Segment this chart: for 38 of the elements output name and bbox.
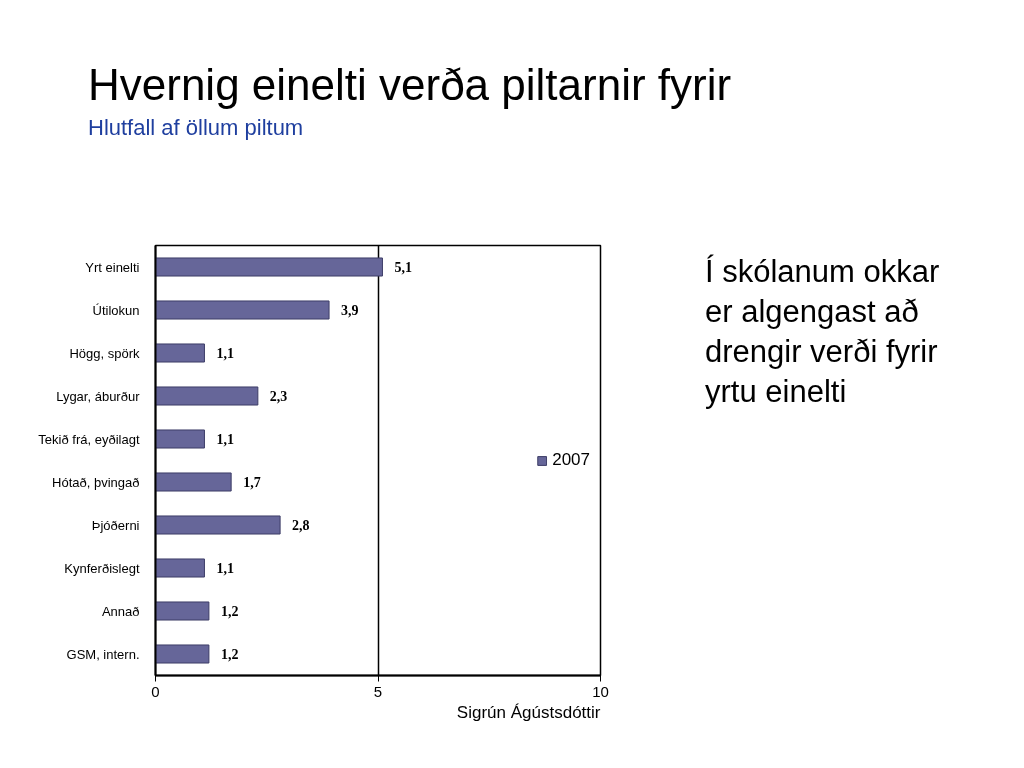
text: Sigrún Ágústsdóttir bbox=[456, 702, 601, 722]
data-label: 2,3 bbox=[269, 389, 288, 404]
bar bbox=[155, 515, 281, 535]
data-label: 1,1 bbox=[216, 346, 234, 361]
data-label: 1,1 bbox=[216, 561, 234, 576]
data-label: 1,7 bbox=[243, 475, 261, 490]
chart-subtitle: Hlutfall af öllum piltum bbox=[88, 114, 304, 142]
y-tick-label: Útilokun bbox=[92, 302, 140, 318]
y-tick-label: Kynferðislegt bbox=[64, 560, 140, 576]
bar bbox=[155, 386, 259, 406]
bar bbox=[155, 257, 383, 277]
y-tick-label: GSM, intern. bbox=[66, 646, 140, 662]
bar bbox=[155, 601, 210, 621]
y-tick-label: Hótað, þvingað bbox=[52, 474, 140, 490]
data-label: 5,1 bbox=[394, 260, 412, 275]
y-tick-label: Tekið frá, eyðilagt bbox=[38, 431, 140, 447]
legend-label: 2007 bbox=[552, 450, 590, 470]
data-label: 3,9 bbox=[341, 303, 359, 318]
y-tick-label: Annað bbox=[101, 603, 140, 619]
y-tick-label: Högg, spörk bbox=[69, 345, 140, 361]
y-tick-label: Yrt einelti bbox=[85, 259, 140, 275]
y-tick-label: Lygar, áburður bbox=[56, 388, 141, 404]
data-label: 2,8 bbox=[292, 518, 310, 533]
data-label: 1,1 bbox=[216, 432, 234, 447]
bar bbox=[155, 429, 205, 449]
chart-title: Hvernig einelti verða piltarnir fyrir bbox=[88, 59, 732, 111]
bar bbox=[155, 644, 210, 664]
text: Í skólanum okkar er algengast að drengir verði fyrir yrtu einelti bbox=[705, 253, 941, 411]
x-tick-label: 10 bbox=[592, 682, 609, 700]
data-label: 1,2 bbox=[220, 647, 239, 662]
x-tick-label: 0 bbox=[151, 682, 160, 700]
data-label: 1,2 bbox=[220, 604, 239, 619]
bar bbox=[155, 300, 330, 320]
bar bbox=[155, 558, 205, 578]
bar bbox=[155, 343, 205, 363]
bar bbox=[155, 472, 232, 492]
x-tick-label: 5 bbox=[373, 682, 383, 700]
y-tick-label: Þjóðerni bbox=[91, 517, 140, 533]
